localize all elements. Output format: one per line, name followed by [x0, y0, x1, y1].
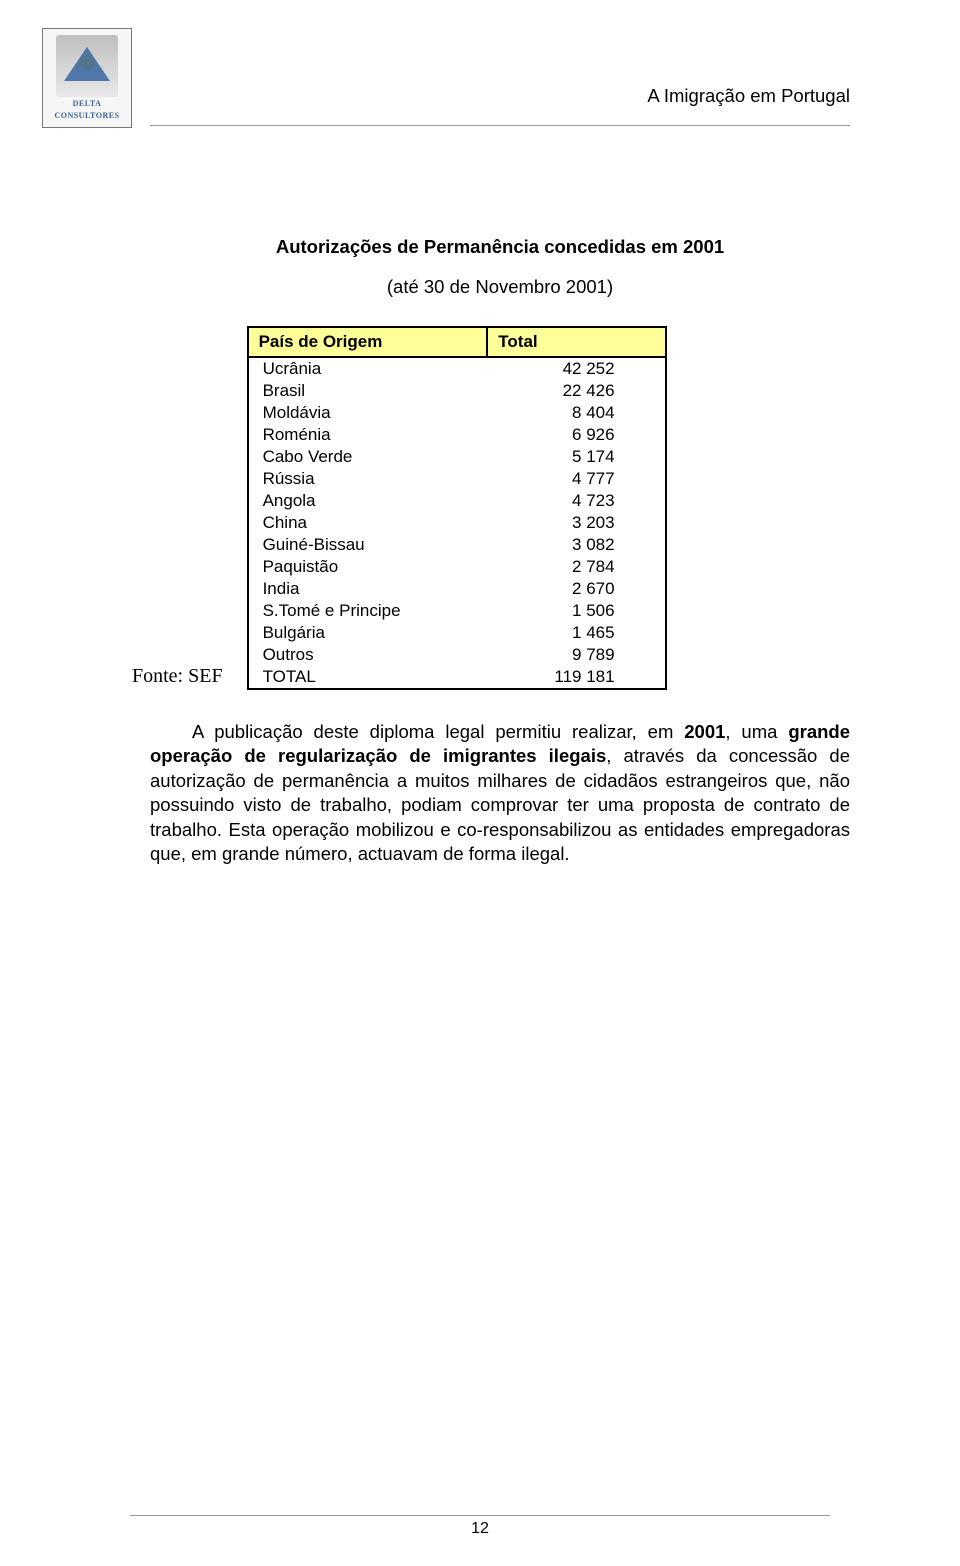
table-total-row: TOTAL119 181: [248, 666, 666, 689]
document-header-title: A Imigração em Portugal: [150, 85, 850, 107]
cell-country: Rússia: [248, 468, 488, 490]
table-row: Outros9 789: [248, 644, 666, 666]
cell-total-value: 119 181: [487, 666, 665, 689]
cell-country: Guiné-Bissau: [248, 534, 488, 556]
cell-value: 6 926: [487, 424, 665, 446]
cell-value: 3 203: [487, 512, 665, 534]
company-logo: DELTA CONSULTORES: [42, 28, 132, 128]
table-row: Paquistão2 784: [248, 556, 666, 578]
cell-value: 42 252: [487, 357, 665, 380]
cell-value: 2 784: [487, 556, 665, 578]
table-row: S.Tomé e Principe1 506: [248, 600, 666, 622]
cell-country: Cabo Verde: [248, 446, 488, 468]
para-text-a: A publicação deste diploma legal permiti…: [192, 721, 684, 742]
cell-country: Roménia: [248, 424, 488, 446]
cell-value: 1 465: [487, 622, 665, 644]
cell-country: Bulgária: [248, 622, 488, 644]
cell-value: 8 404: [487, 402, 665, 424]
logo-emblem: [56, 35, 118, 97]
table-source-label: Fonte: SEF: [132, 665, 223, 690]
cell-country: China: [248, 512, 488, 534]
data-table: País de Origem Total Ucrânia42 252Brasil…: [247, 326, 667, 690]
body-paragraph: A publicação deste diploma legal permiti…: [150, 720, 850, 866]
table-header-row: País de Origem Total: [248, 327, 666, 357]
table-row: Moldávia8 404: [248, 402, 666, 424]
cell-value: 4 723: [487, 490, 665, 512]
section-title: Autorizações de Permanência concedidas e…: [150, 236, 850, 258]
table-row: Rússia4 777: [248, 468, 666, 490]
table-row: Brasil22 426: [248, 380, 666, 402]
cell-value: 1 506: [487, 600, 665, 622]
cell-country: Ucrânia: [248, 357, 488, 380]
cell-value: 5 174: [487, 446, 665, 468]
col-header-total: Total: [487, 327, 665, 357]
logo-text-line1: DELTA: [43, 100, 131, 109]
table-row: China3 203: [248, 512, 666, 534]
table-container: Fonte: SEF País de Origem Total Ucrânia4…: [150, 326, 850, 690]
table-row: Guiné-Bissau3 082: [248, 534, 666, 556]
page-footer: 12: [0, 1515, 960, 1538]
table-row: India2 670: [248, 578, 666, 600]
para-bold-year: 2001: [684, 721, 725, 742]
table-row: Bulgária1 465: [248, 622, 666, 644]
page: DELTA CONSULTORES A Imigração em Portuga…: [0, 0, 960, 1566]
cell-country: Outros: [248, 644, 488, 666]
para-text-c: , uma: [725, 721, 788, 742]
cell-value: 4 777: [487, 468, 665, 490]
cell-country: Moldávia: [248, 402, 488, 424]
cell-country: India: [248, 578, 488, 600]
cell-country: S.Tomé e Principe: [248, 600, 488, 622]
logo-triangle-icon: [64, 47, 110, 81]
cell-country: Angola: [248, 490, 488, 512]
cell-value: 9 789: [487, 644, 665, 666]
cell-value: 3 082: [487, 534, 665, 556]
logo-text-line2: CONSULTORES: [43, 112, 131, 121]
table-row: Cabo Verde5 174: [248, 446, 666, 468]
page-number: 12: [471, 1520, 489, 1537]
table-row: Ucrânia42 252: [248, 357, 666, 380]
header-divider: [150, 125, 850, 126]
table-row: Roménia6 926: [248, 424, 666, 446]
section-subtitle: (até 30 de Novembro 2001): [150, 276, 850, 298]
cell-country: Brasil: [248, 380, 488, 402]
footer-divider: [130, 1515, 830, 1516]
cell-value: 22 426: [487, 380, 665, 402]
cell-country: Paquistão: [248, 556, 488, 578]
table-row: Angola4 723: [248, 490, 666, 512]
cell-total-label: TOTAL: [248, 666, 488, 689]
cell-value: 2 670: [487, 578, 665, 600]
col-header-country: País de Origem: [248, 327, 488, 357]
